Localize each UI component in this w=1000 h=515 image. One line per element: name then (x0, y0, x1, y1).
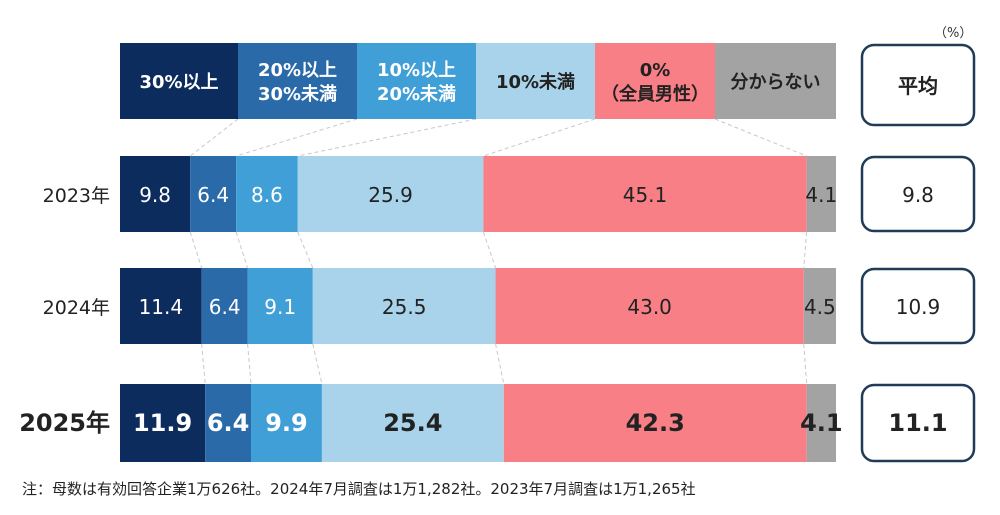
average-column: 平均 9.8 10.9 11.1 (860, 43, 976, 463)
bar-segment-1-4 (297, 156, 484, 232)
connector-1-3 (297, 231, 314, 269)
bar-segment-1-6 (806, 156, 836, 232)
legend-swatch-6 (715, 43, 836, 119)
value-label-3-6: 4.1 (800, 409, 843, 437)
average-value-3-box (860, 383, 976, 463)
legend-swatch-1 (120, 43, 238, 119)
average-value-3: 11.1 (888, 409, 947, 437)
legend-label-4-1: 10%未満 (496, 71, 575, 93)
bar-segment-1-2 (190, 156, 237, 232)
bar-segment-3-2 (205, 384, 252, 462)
bar-segment-3-4 (321, 384, 504, 462)
connector-2-5 (803, 343, 808, 385)
connector-1-5 (803, 231, 808, 269)
connector-legend-1 (189, 118, 239, 157)
value-label-3-5: 42.3 (626, 409, 685, 437)
value-label-3-2: 6.4 (207, 409, 250, 437)
average-value-2: 10.9 (896, 295, 941, 319)
footnote: 注：母数は有効回答企業1万626社。2024年7月調査は1万1,282社。202… (22, 480, 696, 498)
bar-segment-2-4 (312, 268, 496, 344)
bar-segment-1-1 (120, 156, 191, 232)
legend-label-3-2: 20%未満 (377, 83, 456, 105)
average-header: 平均 (898, 74, 938, 98)
value-label-2-2: 6.4 (209, 295, 241, 319)
category-labels: 2023年 2024年 2025年 (19, 185, 110, 437)
connector-2-4 (495, 343, 505, 385)
bar-segment-2-6 (803, 268, 836, 344)
legend-swatch-2 (238, 43, 357, 119)
value-label-1-4: 25.9 (368, 183, 413, 207)
average-value-2-box (860, 267, 976, 345)
bar-segment-1-3 (236, 156, 298, 232)
value-label-1-6: 4.1 (805, 183, 837, 207)
value-label-1-3: 8.6 (251, 183, 283, 207)
value-label-2-5: 43.0 (627, 295, 672, 319)
category-label-2: 2024年 (43, 297, 110, 319)
bar-segment-2-5 (495, 268, 804, 344)
bar-segment-3-3 (251, 384, 322, 462)
legend-label-6-1: 分からない (731, 72, 821, 93)
connector-2-2 (247, 343, 252, 385)
average-value-1: 9.8 (902, 183, 934, 207)
bar-segment-3-5 (503, 384, 807, 462)
connector-legend-4 (483, 118, 596, 157)
connector-1-2 (235, 231, 249, 269)
average-value-1-box (860, 155, 976, 233)
connector-1-1 (189, 231, 203, 269)
unit-label: （%） (934, 26, 973, 41)
value-label-1-5: 45.1 (623, 183, 668, 207)
connector-1-4 (482, 231, 497, 269)
value-label-2-3: 9.1 (264, 295, 296, 319)
bar-segment-1-5 (483, 156, 807, 232)
legend-label-3-1: 10%以上 (377, 60, 456, 81)
bars-area: 9.8 6.4 8.6 25.9 45.1 4.1 11.4 6.4 9.1 25.5 43.0 4.… (120, 156, 843, 462)
connector-2-1 (201, 343, 206, 385)
bar-segment-2-3 (247, 268, 313, 344)
legend-swatch-3 (357, 43, 476, 119)
value-label-3-4: 25.4 (383, 409, 442, 437)
legend-label-5-1: 0% (640, 60, 671, 81)
bar-segment-2-2 (201, 268, 248, 344)
connector-lines (189, 118, 808, 385)
legend-swatch-5 (595, 43, 715, 119)
average-header-box (860, 43, 976, 127)
legend-label-5-2: （全員男性） (601, 83, 709, 105)
value-label-2-4: 25.5 (382, 295, 427, 319)
category-label-1: 2023年 (43, 185, 110, 207)
value-label-3-1: 11.9 (133, 409, 192, 437)
legend-label-2-1: 20%以上 (258, 60, 337, 81)
category-label-3: 2025年 (19, 409, 110, 437)
connector-legend-2 (235, 118, 358, 157)
legend-swatch-4 (476, 43, 595, 119)
value-label-2-1: 11.4 (139, 295, 184, 319)
value-label-1-2: 6.4 (197, 183, 229, 207)
legend-label-2-2: 30%未満 (258, 83, 337, 105)
value-label-1-1: 9.8 (139, 183, 171, 207)
connector-2-3 (312, 343, 323, 385)
connector-legend-3 (297, 118, 477, 157)
bar-segment-3-6 (806, 384, 836, 462)
connector-legend-5 (714, 118, 807, 157)
value-label-3-3: 9.9 (265, 409, 308, 437)
bar-segment-3-1 (120, 384, 206, 462)
bar-segment-2-1 (120, 268, 202, 344)
value-label-2-6: 4.5 (804, 295, 836, 319)
legend-label-1-1: 30%以上 (139, 72, 218, 93)
